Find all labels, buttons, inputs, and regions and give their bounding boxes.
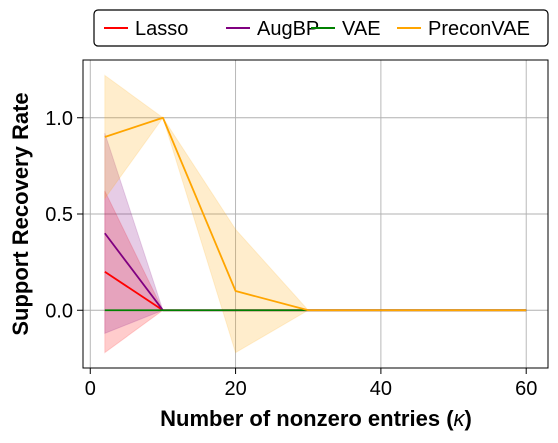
legend: Lasso AugBP VAE PreconVAE	[93, 9, 549, 47]
x-axis-title-close: )	[465, 406, 472, 431]
legend-label-lasso: Lasso	[135, 18, 188, 40]
series-lines	[104, 116, 527, 312]
legend-label-preconvae: PreconVAE	[428, 18, 530, 40]
x-tick-label: 60	[515, 378, 537, 400]
series-line-preconvae	[104, 116, 527, 312]
band-lasso	[104, 190, 527, 354]
x-tick-label: 40	[370, 378, 392, 400]
legend-items: Lasso AugBP VAE PreconVAE	[104, 18, 530, 40]
legend-label-vae: VAE	[342, 18, 381, 40]
x-axis-title: Number of nonzero entries (κ)	[160, 406, 472, 431]
y-tick-label: 0.0	[45, 300, 73, 322]
grid	[83, 60, 548, 368]
y-axis-title: Support Recovery Rate	[8, 92, 33, 335]
x-axis-title-symbol: κ	[454, 406, 466, 431]
y-tick-label: 0.5	[45, 204, 73, 226]
y-tick-label: 1.0	[45, 108, 73, 130]
band-augbp	[104, 132, 527, 335]
axis-ticks: 0 20 40 60 0.0 0.5 1.0	[45, 108, 537, 400]
series-line-augbp	[104, 232, 527, 312]
series-line-lasso	[104, 270, 527, 312]
legend-label-augbp: AugBP	[257, 18, 319, 40]
x-axis-title-text: Number of nonzero entries (	[160, 406, 454, 431]
x-tick-label: 20	[224, 378, 246, 400]
x-tick-label: 0	[85, 378, 96, 400]
